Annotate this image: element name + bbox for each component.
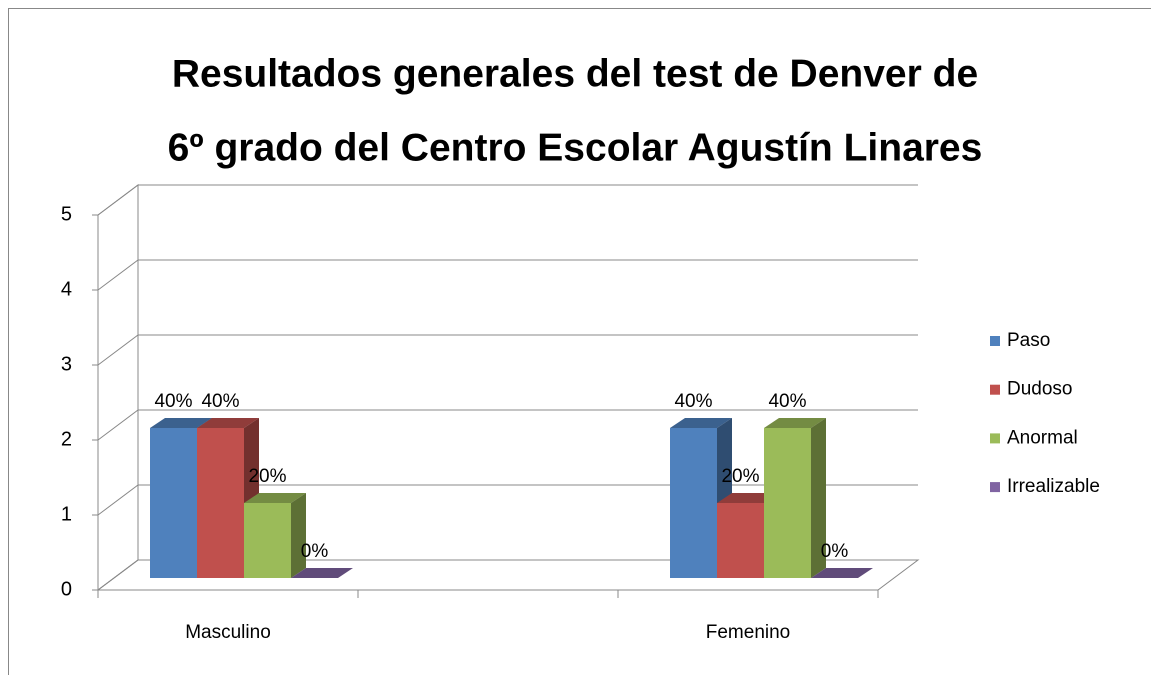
legend-label: Irrealizable — [1007, 476, 1100, 497]
y-tick-label: 5 — [61, 203, 72, 225]
data-label: 20% — [721, 466, 759, 487]
legend-swatch — [990, 336, 1000, 346]
bar-front — [197, 428, 244, 578]
grid-line — [97, 484, 918, 516]
bar-top — [811, 568, 873, 578]
bar-front — [717, 503, 764, 578]
bar-top — [150, 418, 212, 428]
bar-top — [197, 418, 259, 428]
y-tick-label: 2 — [61, 428, 72, 450]
grid-line — [97, 259, 918, 291]
y-tick-label: 1 — [61, 503, 72, 525]
y-tick-label: 0 — [61, 578, 72, 600]
bar-top — [244, 493, 306, 503]
bar — [764, 418, 826, 578]
legend-label: Dudoso — [1007, 379, 1073, 400]
data-label: 0% — [821, 541, 849, 562]
bar-side — [811, 418, 826, 578]
chart-title: Resultados generales del test de Denver … — [172, 52, 978, 95]
grid-line — [97, 409, 918, 441]
left-wall — [97, 184, 139, 591]
data-label: 20% — [248, 466, 286, 487]
x-tick-label: Femenino — [706, 622, 791, 643]
bar — [244, 493, 306, 578]
legend-swatch — [990, 433, 1000, 444]
bar-top — [670, 418, 732, 428]
y-tick-label: 3 — [61, 353, 72, 375]
legend-label: Paso — [1007, 330, 1050, 351]
grid-line — [97, 559, 918, 591]
grid-line — [97, 334, 918, 366]
bar — [291, 568, 353, 578]
bar-front — [150, 428, 197, 578]
bar-front — [670, 428, 717, 578]
chart-border — [8, 8, 1151, 675]
legend-label: Anormal — [1007, 427, 1078, 448]
legend-swatch — [990, 482, 1000, 493]
chart-title: 6º grado del Centro Escolar Agustín Lina… — [168, 126, 983, 169]
bar-front — [764, 428, 811, 578]
bar-top — [717, 493, 779, 503]
bar-front — [244, 503, 291, 578]
data-label: 40% — [674, 391, 712, 412]
y-tick-label: 4 — [61, 278, 72, 300]
data-label: 40% — [768, 391, 806, 412]
bar-top — [291, 568, 353, 578]
data-label: 40% — [154, 391, 192, 412]
data-label: 40% — [201, 391, 239, 412]
bar-side — [291, 493, 306, 578]
legend-swatch — [990, 384, 1000, 395]
grid-line — [97, 184, 918, 216]
bar — [811, 568, 873, 578]
x-tick-label: Masculino — [185, 622, 271, 643]
data-label: 0% — [301, 541, 329, 562]
bar-top — [764, 418, 826, 428]
